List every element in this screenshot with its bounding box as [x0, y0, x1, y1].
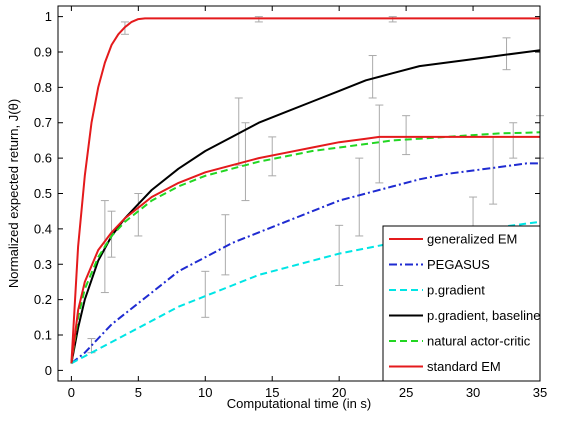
series-line [70, 162, 540, 365]
error-bar [402, 115, 411, 156]
x-axis-label: Computational time (in s) [227, 396, 372, 411]
legend-label: generalized EM [427, 232, 517, 247]
error-bar [509, 122, 518, 159]
legend-box [382, 225, 541, 382]
error-bar [368, 55, 377, 99]
x-tick-label: 5 [135, 385, 142, 400]
legend-label: natural actor-critic [427, 334, 531, 349]
y-tick-label: 0.2 [34, 292, 52, 307]
legend-label: p.gradient, baseline [427, 308, 540, 323]
x-tick-label: 20 [332, 385, 346, 400]
x-tick-label: 25 [399, 385, 413, 400]
error-bar [375, 104, 384, 184]
y-tick-label: 1 [45, 9, 52, 24]
x-tick-label: 35 [533, 385, 547, 400]
legend-label: p.gradient [427, 283, 485, 298]
y-tick-label: 0.9 [34, 44, 52, 59]
axes: 0 5 10 15 20 25 30 35 0 0.1 0.2 0.3 0.4 0.5 0.6 0.7 0.8 0… [34, 6, 547, 400]
x-tick-label: 30 [466, 385, 480, 400]
legend-label: standard EM [427, 359, 501, 374]
error-bar [107, 210, 116, 258]
error-bar [134, 193, 143, 237]
y-tick-label: 0.7 [34, 115, 52, 130]
error-bar [201, 270, 210, 318]
y-axis-label: Normalized expected return, J(θ) [6, 99, 21, 288]
legend: generalized EM PEGASUS p.gradient p.gradien… [382, 225, 541, 382]
x-tick-label: 0 [68, 385, 75, 400]
y-tick-label: 0.5 [34, 186, 52, 201]
error-bar [234, 97, 243, 166]
y-tick-label: 0.4 [34, 221, 52, 236]
error-bar [335, 224, 344, 286]
error-bar [355, 157, 364, 237]
error-bar [489, 136, 498, 205]
y-tick-label: 0.6 [34, 151, 52, 166]
y-tick-label: 0 [45, 363, 52, 378]
y-tick-label: 0.1 [34, 328, 52, 343]
y-tick-label: 0.8 [34, 80, 52, 95]
series-line [70, 135, 540, 364]
series-line [70, 17, 540, 364]
error-bar [221, 214, 230, 276]
x-tick-label: 15 [265, 385, 279, 400]
x-tick-label: 10 [198, 385, 212, 400]
y-tick-label: 0.3 [34, 257, 52, 272]
legend-label: PEGASUS [427, 257, 490, 272]
